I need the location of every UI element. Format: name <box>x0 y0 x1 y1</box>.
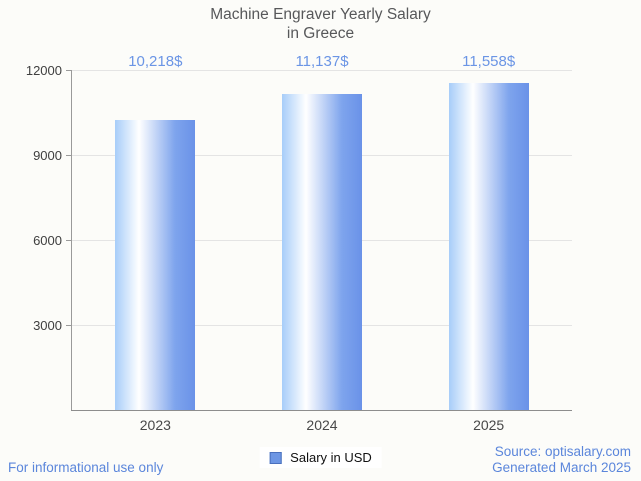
footer-source: Source: optisalary.com Generated March 2… <box>492 444 631 476</box>
legend-swatch-icon <box>269 451 282 464</box>
bar-2024[interactable] <box>282 94 362 410</box>
y-tick-label-3000: 3000 <box>33 318 62 333</box>
chart-title-line1: Machine Engraver Yearly Salary <box>210 6 431 23</box>
legend-label: Salary in USD <box>290 450 372 465</box>
chart-title-line2: in Greece <box>286 25 355 42</box>
footer-source-date: Generated March 2025 <box>492 460 631 475</box>
value-label-2024: 11,137$ <box>295 53 349 70</box>
bar-2025[interactable] <box>448 82 529 410</box>
gridline-12000 <box>72 70 572 71</box>
bar-2023[interactable] <box>115 120 196 410</box>
footer-source-site[interactable]: Source: optisalary.com <box>494 444 631 459</box>
y-tick-mark-6000 <box>66 240 71 241</box>
y-tick-mark-12000 <box>66 70 71 71</box>
y-tick-label-6000: 6000 <box>33 233 62 248</box>
value-label-2023: 10,218$ <box>128 53 183 70</box>
chart-title: Machine Engraver Yearly Salary in Greece <box>0 5 641 43</box>
y-tick-mark-9000 <box>66 155 71 156</box>
y-tick-label-9000: 9000 <box>33 148 62 163</box>
value-label-2025: 11,558$ <box>462 53 516 70</box>
x-axis-line <box>71 410 572 411</box>
x-tick-label-2025: 2025 <box>473 417 505 433</box>
y-tick-label-12000: 12000 <box>25 63 62 78</box>
legend-item-salary: Salary in USD <box>259 447 382 468</box>
footer-note: For informational use only <box>8 460 164 475</box>
x-tick-label-2023: 2023 <box>139 417 171 433</box>
y-axis-line <box>71 70 72 410</box>
x-tick-label-2024: 2024 <box>306 417 338 433</box>
y-tick-mark-3000 <box>66 325 71 326</box>
